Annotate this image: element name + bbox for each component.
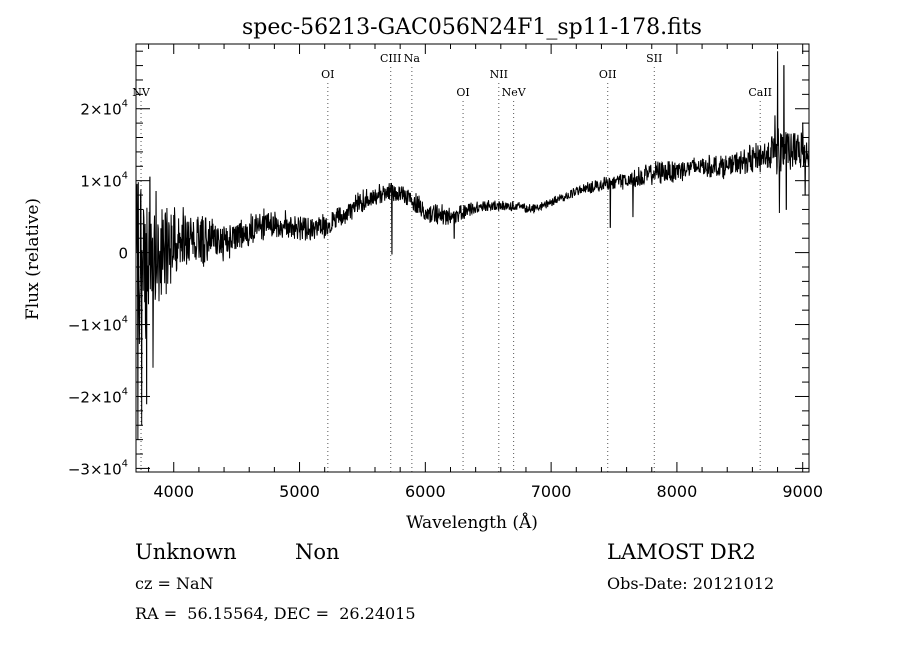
- spectral-line-label: OII: [599, 68, 617, 81]
- x-tick-label: 6000: [405, 482, 446, 501]
- spectral-line-label: NII: [490, 68, 508, 81]
- x-tick-label: 8000: [657, 482, 698, 501]
- y-tick-label: 0: [118, 245, 128, 263]
- spectral-line-label: CaII: [748, 86, 772, 99]
- object-subclass: Non: [295, 540, 340, 564]
- x-tick-label: 5000: [279, 482, 320, 501]
- spectral-line-label: CIII: [380, 52, 401, 65]
- spectral-line-label: OI: [456, 86, 469, 99]
- x-tick-label: 9000: [782, 482, 823, 501]
- y-tick-label: −1×104: [68, 315, 128, 335]
- y-tick-exponent: 4: [122, 171, 128, 182]
- obs-date: Obs-Date: 20121012: [607, 574, 775, 593]
- plot-frame: [135, 43, 810, 473]
- y-tick-label: 1×104: [80, 171, 128, 191]
- y-tick-label: −2×104: [68, 386, 128, 406]
- coordinates: RA = 56.15564, DEC = 26.24015: [135, 604, 416, 623]
- y-tick-mantissa: −3×10: [68, 460, 122, 478]
- object-class: Unknown: [135, 540, 237, 564]
- spectrum-series-line: [135, 51, 810, 440]
- y-axis-label: Flux (relative): [23, 198, 43, 320]
- cz-value: cz = NaN: [135, 574, 214, 593]
- y-tick-mantissa: 2×10: [80, 101, 121, 119]
- spectral-line-label: OI: [321, 68, 334, 81]
- spectral-line-label: NeV: [502, 86, 527, 99]
- axis-ticks: 4000 5000 6000 7000 8000 9000−3×104−2×104−1×1…: [68, 44, 823, 501]
- y-tick-exponent: 4: [122, 386, 128, 397]
- y-tick-mantissa: −2×10: [68, 388, 122, 406]
- survey-name: LAMOST DR2: [607, 540, 756, 564]
- spectral-line-label: NV: [132, 86, 151, 99]
- x-tick-label: 7000: [531, 482, 572, 501]
- y-tick-label: −3×104: [68, 458, 128, 478]
- y-tick-label: 2×104: [80, 99, 128, 119]
- y-tick-exponent: 4: [122, 458, 128, 469]
- y-tick-mantissa: 0: [118, 245, 128, 263]
- spectral-lines: NV OI CIII Na OI NII NeV OII SII CaII: [132, 52, 772, 472]
- y-tick-mantissa: 1×10: [80, 173, 121, 191]
- y-tick-exponent: 4: [122, 315, 128, 326]
- y-tick-exponent: 4: [122, 99, 128, 110]
- x-axis-label: Wavelength (Å): [406, 512, 538, 533]
- spectral-line-label: SII: [646, 52, 662, 65]
- y-tick-mantissa: −1×10: [68, 317, 122, 335]
- x-tick-label: 4000: [153, 482, 194, 501]
- spectral-line-label: Na: [404, 52, 421, 65]
- chart-title: spec-56213-GAC056N24F1_sp11-178.fits: [242, 15, 702, 40]
